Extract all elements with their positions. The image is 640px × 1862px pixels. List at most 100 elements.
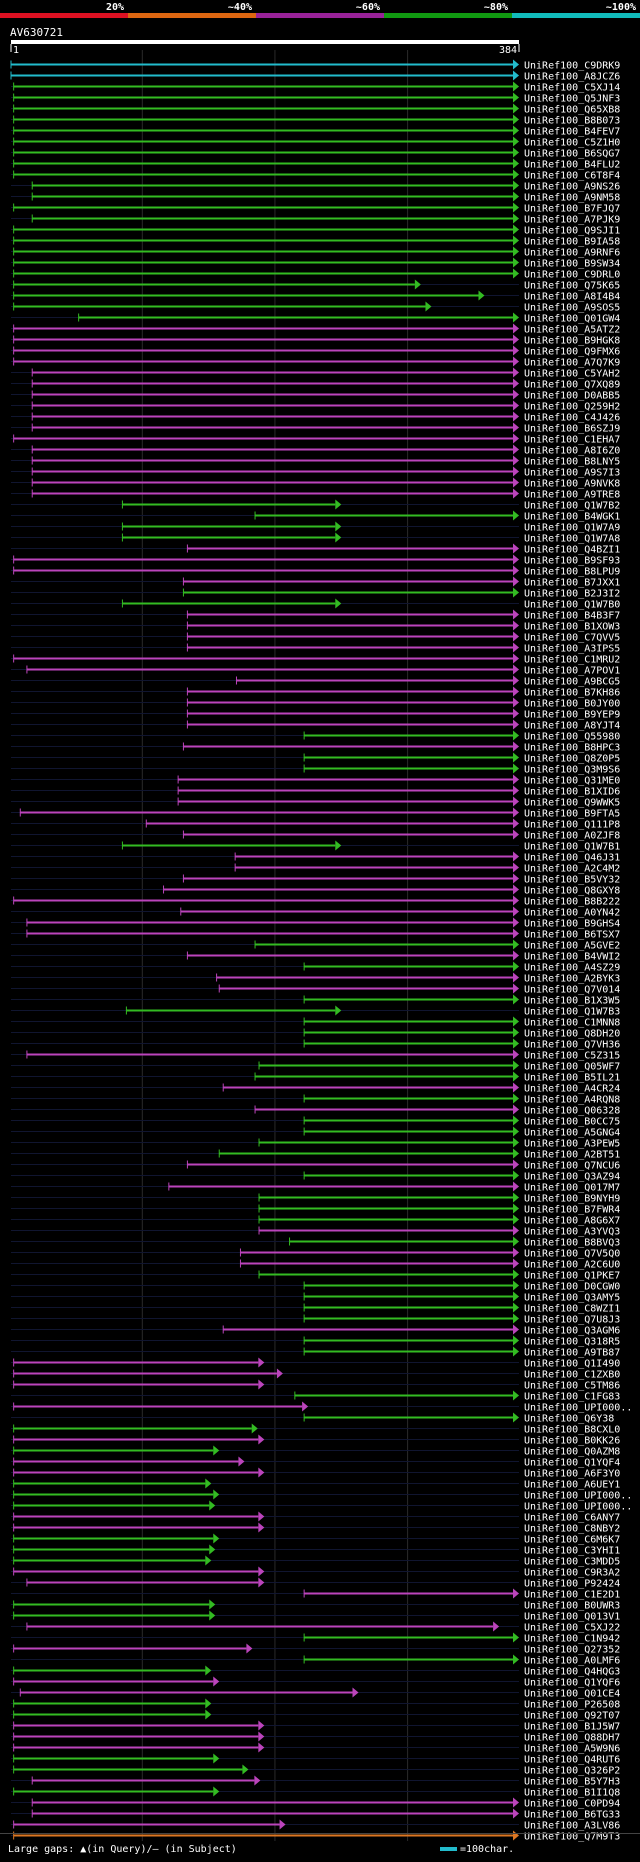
hit-row[interactable]: UniRef100_A4CR24	[11, 1082, 620, 1095]
hit-label[interactable]: UniRef100_B7JXX1	[524, 578, 620, 589]
hit-row[interactable]: UniRef100_Q8Z0P5	[11, 752, 620, 765]
hit-row[interactable]: UniRef100_B1XOW3	[11, 620, 620, 633]
hit-label[interactable]: UniRef100_B9HGK8	[524, 336, 620, 347]
hit-row[interactable]: UniRef100_B9FTA5	[11, 807, 620, 820]
hit-row[interactable]: UniRef100_C4J426	[11, 411, 620, 424]
hit-label[interactable]: UniRef100_A7PJK9	[524, 215, 620, 226]
hit-row[interactable]: UniRef100_C5Z1H0	[11, 136, 620, 149]
hit-row[interactable]: UniRef100_Q8GXY8	[11, 884, 620, 897]
hit-row[interactable]: UniRef100_P26508	[11, 1698, 620, 1711]
hit-row[interactable]: UniRef100_Q9WWK5	[11, 796, 620, 809]
hit-row[interactable]: UniRef100_C1N942	[11, 1632, 620, 1645]
hit-row[interactable]: UniRef100_A2BYK3	[11, 972, 620, 985]
hit-row[interactable]: UniRef100_B1XID6	[11, 785, 620, 798]
hit-label[interactable]: UniRef100_C5Z1H0	[524, 138, 620, 149]
hit-row[interactable]: UniRef100_C5Z315	[11, 1049, 620, 1062]
hit-label[interactable]: UniRef100_Q31ME0	[524, 776, 620, 787]
hit-label[interactable]: UniRef100_C8WZI1	[524, 1304, 620, 1315]
hit-row[interactable]: UniRef100_B7KH86	[11, 686, 620, 699]
hit-label[interactable]: UniRef100_C1EHA7	[524, 435, 620, 446]
hit-row[interactable]: UniRef100_A9NVK8	[11, 477, 620, 490]
hit-label[interactable]: UniRef100_UPI000..	[524, 1502, 632, 1513]
hit-label[interactable]: UniRef100_Q5JNF3	[524, 94, 620, 105]
hit-label[interactable]: UniRef100_A3LV86	[524, 1821, 620, 1832]
hit-row[interactable]: UniRef100_P92424	[11, 1577, 620, 1590]
hit-row[interactable]: UniRef100_A3LV86	[11, 1819, 620, 1832]
hit-row[interactable]: UniRef100_A4RQN8	[11, 1093, 620, 1106]
hit-row[interactable]: UniRef100_C5XJ14	[11, 81, 620, 94]
hit-row[interactable]: UniRef100_B8LNY5	[11, 455, 620, 468]
hit-row[interactable]: UniRef100_C6T8F4	[11, 169, 620, 182]
hit-row[interactable]: UniRef100_Q3AMY5	[11, 1291, 620, 1304]
hit-label[interactable]: UniRef100_Q01GW4	[524, 314, 620, 325]
hit-row[interactable]: UniRef100_Q65XB8	[11, 103, 620, 116]
hit-label[interactable]: UniRef100_Q8Z0P5	[524, 754, 620, 765]
hit-row[interactable]: UniRef100_C1FG83	[11, 1390, 620, 1403]
hit-row[interactable]: UniRef100_C5XJ22	[11, 1621, 620, 1634]
hit-label[interactable]: UniRef100_C3MDD5	[524, 1557, 620, 1568]
hit-label[interactable]: UniRef100_Q3AMY5	[524, 1293, 620, 1304]
hit-row[interactable]: UniRef100_Q7VH36	[11, 1038, 620, 1051]
hit-label[interactable]: UniRef100_A8YJT4	[524, 721, 620, 732]
hit-row[interactable]: UniRef100_Q326P2	[11, 1764, 620, 1777]
hit-row[interactable]: UniRef100_A9TRE8	[11, 488, 620, 501]
hit-label[interactable]: UniRef100_Q3AGM6	[524, 1326, 620, 1337]
hit-row[interactable]: UniRef100_Q7V014	[11, 983, 620, 996]
hit-label[interactable]: UniRef100_Q9WWK5	[524, 798, 620, 809]
hit-row[interactable]: UniRef100_Q1YQF4	[11, 1456, 620, 1469]
hit-label[interactable]: UniRef100_Q013V1	[524, 1612, 620, 1623]
hit-label[interactable]: UniRef100_B6SZJ9	[524, 424, 620, 435]
hit-label[interactable]: UniRef100_B8BVQ3	[524, 1238, 620, 1249]
hit-label[interactable]: UniRef100_B9GHS4	[524, 919, 620, 930]
hit-row[interactable]: UniRef100_A0LMF6	[11, 1654, 620, 1667]
hit-row[interactable]: UniRef100_A5W9N6	[11, 1742, 620, 1755]
hit-label[interactable]: UniRef100_B4FLU2	[524, 160, 620, 171]
hit-row[interactable]: UniRef100_B4FEV7	[11, 125, 620, 138]
hit-row[interactable]: UniRef100_Q1W7B2	[11, 499, 620, 512]
hit-label[interactable]: UniRef100_B8B073	[524, 116, 620, 127]
hit-label[interactable]: UniRef100_C7QVV5	[524, 633, 620, 644]
hit-row[interactable]: UniRef100_B4B3F7	[11, 609, 620, 622]
hit-row[interactable]: UniRef100_A8I6Z0	[11, 444, 620, 457]
hit-label[interactable]: UniRef100_Q7V014	[524, 985, 620, 996]
hit-row[interactable]: UniRef100_Q0AZM8	[11, 1445, 620, 1458]
hit-label[interactable]: UniRef100_C5Z315	[524, 1051, 620, 1062]
hit-label[interactable]: UniRef100_Q7VH36	[524, 1040, 620, 1051]
hit-row[interactable]: UniRef100_B9SF93	[11, 554, 620, 567]
hit-row[interactable]: UniRef100_A6F3Y0	[11, 1467, 620, 1480]
hit-label[interactable]: UniRef100_A5W9N6	[524, 1744, 620, 1755]
hit-row[interactable]: UniRef100_B0CC75	[11, 1115, 620, 1128]
hit-label[interactable]: UniRef100_Q05WF7	[524, 1062, 620, 1073]
hit-label[interactable]: UniRef100_B8LNY5	[524, 457, 620, 468]
hit-row[interactable]: UniRef100_B9SW34	[11, 257, 620, 270]
hit-label[interactable]: UniRef100_D0CGW0	[524, 1282, 620, 1293]
hit-row[interactable]: UniRef100_A5GNG4	[11, 1126, 620, 1139]
hit-row[interactable]: UniRef100_A5ATZ2	[11, 323, 620, 336]
hit-label[interactable]: UniRef100_B2J3I2	[524, 589, 620, 600]
hit-label[interactable]: UniRef100_P92424	[524, 1579, 620, 1590]
hit-label[interactable]: UniRef100_A6F3Y0	[524, 1469, 620, 1480]
hit-label[interactable]: UniRef100_Q4HQG3	[524, 1667, 620, 1678]
hit-row[interactable]: UniRef100_C3MDD5	[11, 1555, 620, 1568]
hit-label[interactable]: UniRef100_B8B222	[524, 897, 620, 908]
hit-row[interactable]: UniRef100_A9SOS5	[11, 301, 620, 314]
hit-row[interactable]: UniRef100_Q1I490	[11, 1357, 620, 1370]
hit-label[interactable]: UniRef100_P26508	[524, 1700, 620, 1711]
hit-row[interactable]: UniRef100_B0KK26	[11, 1434, 620, 1447]
hit-row[interactable]: UniRef100_C1MNN8	[11, 1016, 620, 1029]
hit-label[interactable]: UniRef100_Q46J31	[524, 853, 620, 864]
hit-label[interactable]: UniRef100_C1MNN8	[524, 1018, 620, 1029]
hit-row[interactable]: UniRef100_Q9SJI1	[11, 224, 620, 237]
hit-label[interactable]: UniRef100_D0ABB5	[524, 391, 620, 402]
hit-row[interactable]: UniRef100_Q1W7B1	[11, 840, 620, 853]
hit-label[interactable]: UniRef100_B6TG33	[524, 1810, 620, 1821]
hit-label[interactable]: UniRef100_B9NYH9	[524, 1194, 620, 1205]
hit-label[interactable]: UniRef100_C5XJ14	[524, 83, 620, 94]
hit-label[interactable]: UniRef100_Q111P8	[524, 820, 620, 831]
hit-row[interactable]: UniRef100_D0CGW0	[11, 1280, 620, 1293]
hit-label[interactable]: UniRef100_Q326P2	[524, 1766, 620, 1777]
hit-row[interactable]: UniRef100_C5YAH2	[11, 367, 620, 380]
hit-label[interactable]: UniRef100_B7KH86	[524, 688, 620, 699]
hit-label[interactable]: UniRef100_A9SOS5	[524, 303, 620, 314]
hit-row[interactable]: UniRef100_B1I1Q8	[11, 1786, 620, 1799]
